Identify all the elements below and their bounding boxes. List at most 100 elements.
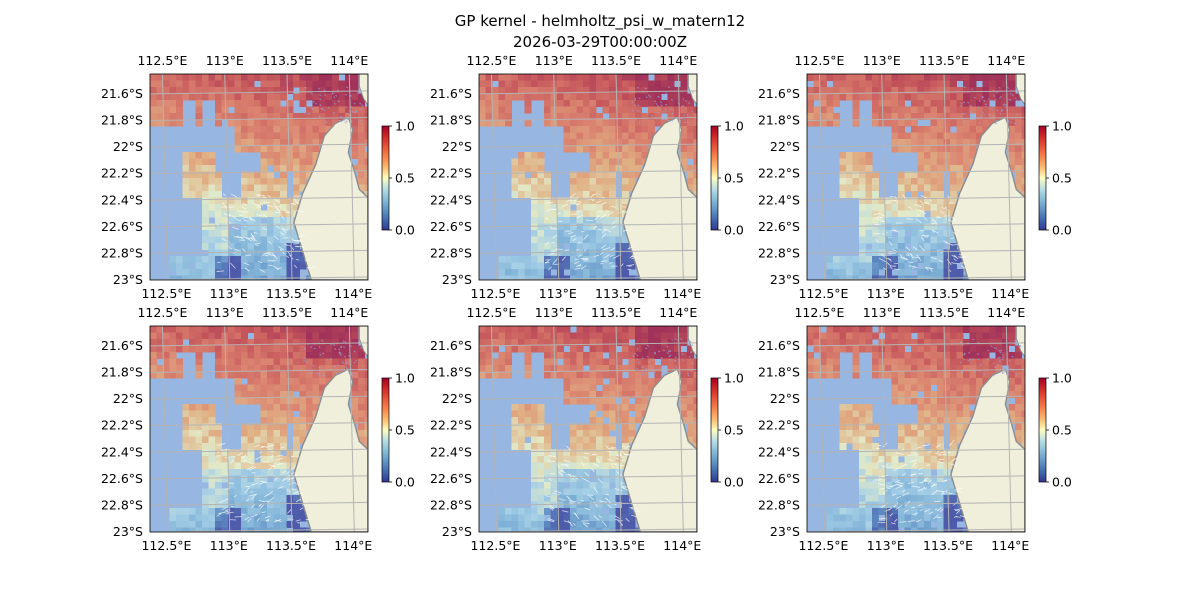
heatmap-cell [267, 527, 274, 532]
heatmap-cell [576, 469, 584, 476]
heatmap-cell [1015, 106, 1022, 114]
heatmap-cell [833, 87, 840, 94]
heatmap-cell [917, 469, 925, 476]
vector-arrow [576, 214, 583, 219]
vector-arrow [982, 113, 985, 116]
heatmap-cell [917, 223, 925, 231]
heatmap-cell [505, 93, 512, 101]
heatmap-cell [950, 106, 957, 114]
heatmap-cell [982, 371, 990, 379]
vector-arrow [360, 122, 363, 125]
heatmap-cell [917, 243, 925, 250]
heatmap-cell [247, 501, 255, 509]
heatmap-cell [338, 87, 346, 94]
heatmap-cell [885, 262, 892, 270]
heatmap-cell [550, 223, 558, 231]
heatmap-cell [505, 514, 512, 522]
figure-title: GP kernel - helmholtz_psi_w_matern12 [455, 12, 745, 31]
heatmap-cell [563, 210, 571, 218]
heatmap-cell [358, 126, 365, 133]
heatmap-cell [325, 126, 333, 133]
heatmap-cell [622, 332, 629, 340]
heatmap-cell [596, 230, 603, 237]
heatmap-cell [930, 430, 938, 437]
vector-arrow [242, 236, 251, 240]
vector-arrow [596, 458, 601, 464]
heatmap-cell [596, 443, 603, 450]
heatmap-cell [982, 87, 990, 94]
heatmap-cell [622, 508, 629, 515]
heatmap-cell [498, 113, 506, 120]
heatmap-cell [241, 358, 248, 366]
vector-arrow [1015, 373, 1018, 376]
vector-arrow [260, 446, 266, 449]
heatmap-cell [596, 171, 603, 179]
heatmap-cell [924, 404, 931, 411]
vector-arrow [917, 489, 922, 491]
heatmap-cell [518, 191, 525, 198]
heatmap-cell [492, 345, 499, 353]
lat-gridline [479, 249, 697, 254]
heatmap-cell [169, 80, 177, 88]
heatmap-cell [609, 197, 616, 205]
heatmap-cell [293, 93, 300, 101]
heatmap-cell [505, 87, 512, 94]
heatmap-cell [479, 93, 486, 101]
vector-arrow [963, 113, 966, 115]
vector-arrow [691, 362, 694, 365]
heatmap-cell [208, 243, 216, 250]
heatmap-cell [293, 339, 300, 346]
map-panel-2: 112.5°E112.5°E113°E113°E113.5°E113.5°E11… [430, 53, 744, 301]
heatmap-cell [807, 358, 814, 366]
map-content [807, 326, 1025, 532]
vector-arrow [983, 99, 986, 102]
heatmap-cell [228, 119, 235, 127]
heatmap-cell [267, 462, 274, 470]
heatmap-cell [943, 100, 951, 107]
heatmap-cell [1021, 384, 1025, 392]
heatmap-cell [852, 527, 860, 532]
heatmap-cell [563, 365, 571, 372]
heatmap-cell [930, 339, 938, 346]
heatmap-cell [576, 501, 584, 509]
heatmap-cell [872, 488, 879, 496]
vector-arrow [914, 512, 919, 515]
heatmap-cell [576, 443, 584, 450]
heatmap-cell [208, 256, 216, 263]
heatmap-cell [956, 165, 964, 172]
heatmap-cell [937, 339, 944, 346]
vector-arrow [276, 267, 283, 269]
heatmap-cell [234, 469, 242, 476]
heatmap-cell [872, 514, 879, 522]
lon-gridline [818, 74, 825, 280]
heatmap-cell [1015, 345, 1022, 353]
vector-arrow [931, 490, 938, 496]
heatmap-cell [950, 132, 957, 140]
heatmap-cell [583, 488, 590, 496]
heatmap-cell [299, 352, 307, 359]
heatmap-cell [364, 165, 368, 172]
heatmap-cell [807, 113, 814, 120]
heatmap-cell [609, 269, 616, 276]
heatmap-cell [234, 495, 242, 502]
heatmap-cell [904, 119, 912, 127]
heatmap-cell [1008, 152, 1016, 159]
heatmap-cell [693, 417, 697, 424]
heatmap-cell [648, 113, 655, 120]
heatmap-cell [293, 126, 300, 133]
heatmap-cell [937, 352, 944, 359]
heatmap-cell [930, 456, 938, 463]
heatmap-cell [221, 462, 229, 470]
heatmap-cell [826, 508, 834, 515]
heatmap-cell [615, 165, 623, 172]
colorbar-tick-label: 0.0 [724, 223, 744, 238]
heatmap-cell [208, 469, 216, 476]
heatmap-cell [306, 139, 313, 146]
heatmap-cell [826, 371, 834, 379]
heatmap-cell [813, 93, 821, 101]
heatmap-cell [332, 93, 339, 101]
heatmap-cell [351, 417, 359, 424]
lon-tick-label-top: 114°E [659, 53, 697, 68]
heatmap-cell [687, 358, 694, 366]
vector-arrow [890, 266, 893, 270]
